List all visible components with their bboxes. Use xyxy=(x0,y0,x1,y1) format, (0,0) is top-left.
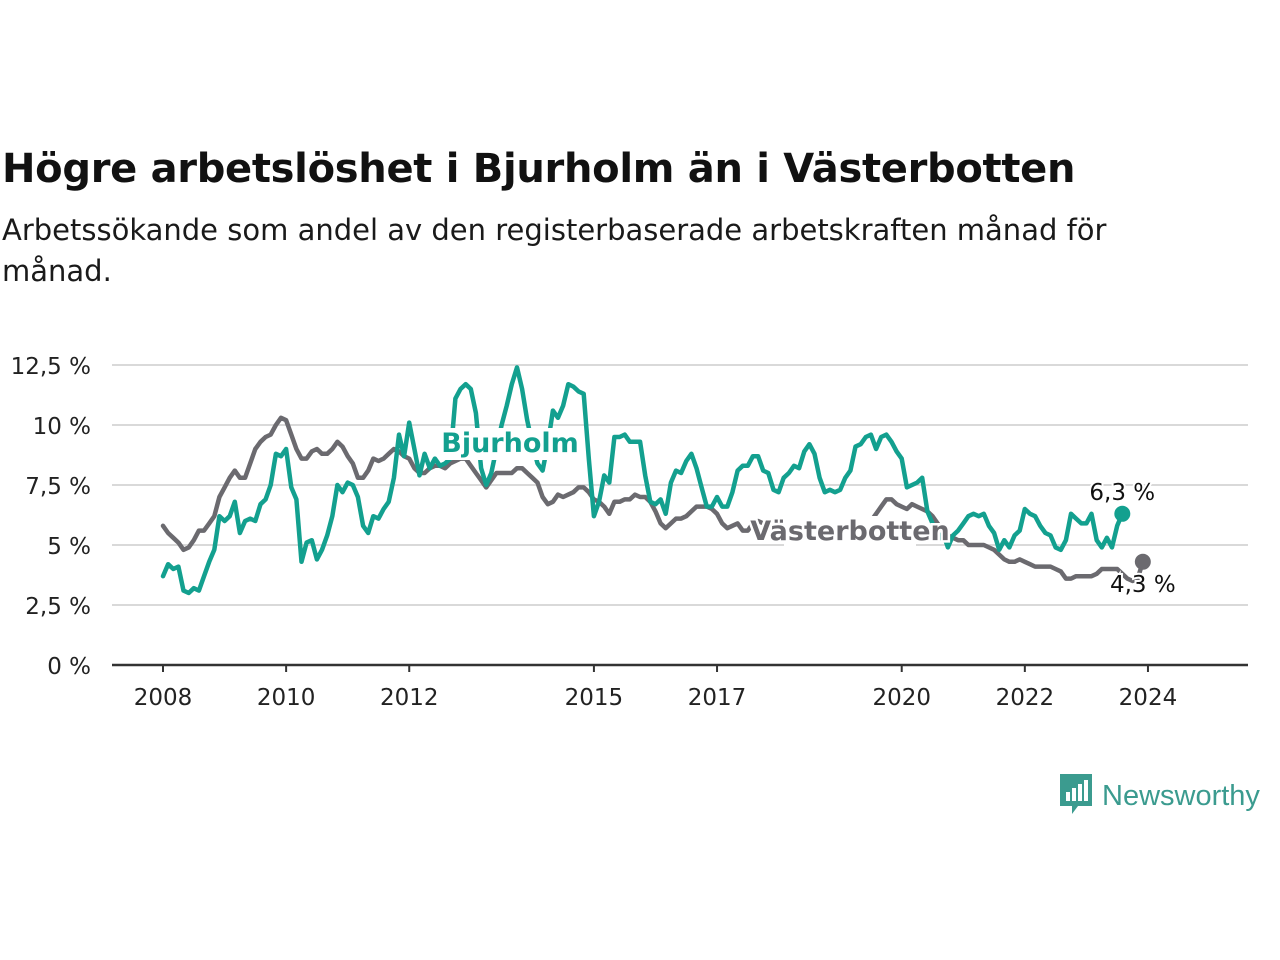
chart-subtitle: Arbetssökande som andel av den registerb… xyxy=(2,213,1107,288)
y-tick-label: 12,5 % xyxy=(11,354,91,380)
y-tick-label: 5 % xyxy=(47,534,91,560)
end-marker-vasterbotten xyxy=(1134,553,1151,570)
y-tick-label: 10 % xyxy=(33,414,91,440)
series-labels: Bjurholm Västerbotten xyxy=(439,426,953,550)
x-tick-label: 2008 xyxy=(134,685,193,711)
series-label-halo xyxy=(784,516,916,548)
x-axis-tick-labels: 2008 2010 2012 2015 2017 2020 2022 2024 xyxy=(134,665,1178,711)
series-label-halo xyxy=(444,428,576,460)
y-tick-label: 7,5 % xyxy=(25,474,91,500)
x-tick-label: 2012 xyxy=(380,685,439,711)
newsworthy-brand[interactable]: Newsworthy xyxy=(1058,772,1260,820)
brand-name: Newsworthy xyxy=(1102,779,1260,812)
x-tick-label: 2024 xyxy=(1119,685,1178,711)
x-tick-label: 2015 xyxy=(565,685,624,711)
x-tick-label: 2017 xyxy=(688,685,747,711)
x-tick-label: 2020 xyxy=(872,685,931,711)
x-tick-label: 2022 xyxy=(996,685,1055,711)
y-tick-label: 0 % xyxy=(47,654,91,680)
y-axis-tick-labels: 0 % 2,5 % 5 % 7,5 % 10 % 12,5 % xyxy=(11,354,91,680)
chart-title: Högre arbetslöshet i Bjurholm än i Väste… xyxy=(2,146,1076,192)
series-line-bjurholm xyxy=(160,365,1125,596)
series-label-vasterbotten: Västerbotten xyxy=(750,516,949,547)
end-markers: 6,3 % 4,3 % xyxy=(1087,478,1177,600)
series-lines xyxy=(160,365,1146,596)
x-tick-label: 2010 xyxy=(257,685,316,711)
series-line-vasterbotten xyxy=(160,415,1146,584)
y-tick-label: 2,5 % xyxy=(25,594,91,620)
end-value-label-vasterbotten: 4,3 % xyxy=(1110,572,1176,598)
gridlines xyxy=(112,364,1248,667)
line-chart: 0 %2,5 %5 %7,5 %10 %12,5 % 2008 2010 2012 2… xyxy=(11,354,1248,711)
series-label-bjurholm: Bjurholm xyxy=(441,428,579,459)
newsworthy-logo-icon xyxy=(1058,772,1094,820)
end-marker-bjurholm xyxy=(1114,505,1131,522)
end-value-label-bjurholm: 6,3 % xyxy=(1089,480,1155,506)
